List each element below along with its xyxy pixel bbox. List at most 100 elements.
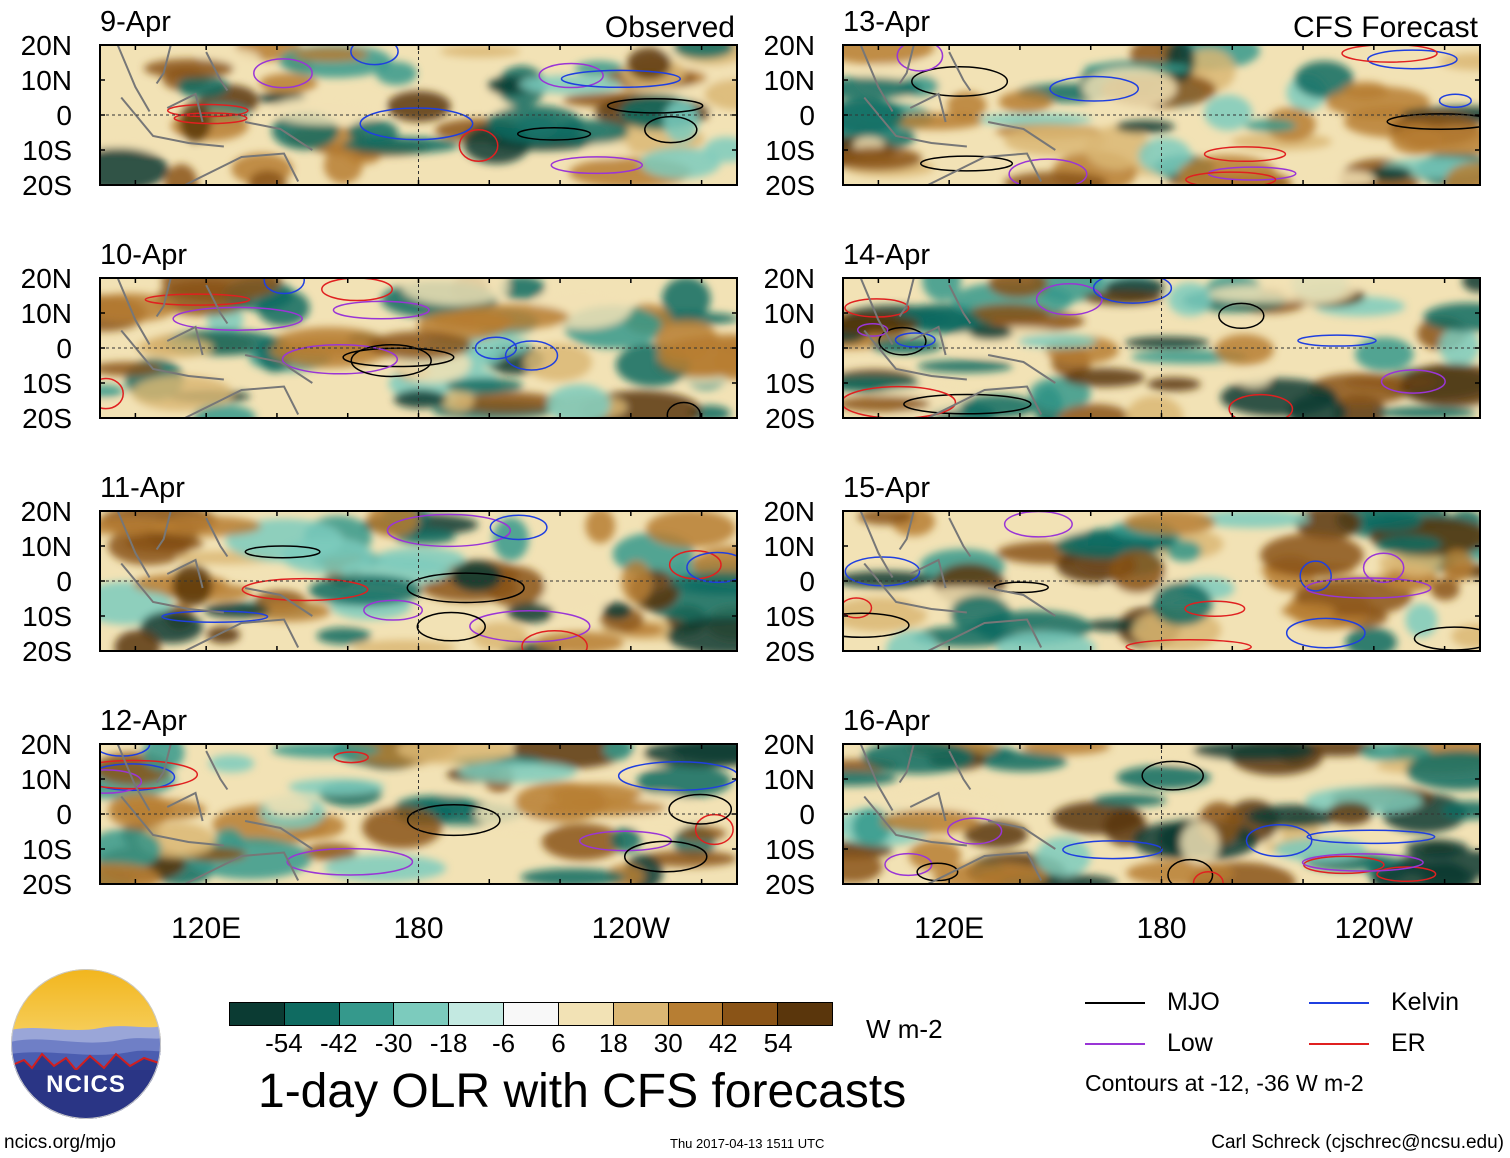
- y-tick-label: 10N: [764, 65, 815, 96]
- anomaly-blob: [323, 147, 363, 184]
- y-tick-label: 10S: [22, 834, 72, 865]
- anomaly-blobs: [843, 278, 1480, 418]
- map-panel: 20N 10N 0 10S 20S 13-Apr CFS Forecast: [764, 6, 1481, 201]
- colorbar-tick: 54: [763, 1028, 793, 1058]
- contour-line: [253, 58, 313, 89]
- olr-anomaly-field: [843, 744, 1480, 884]
- anomaly-blob: [1115, 120, 1175, 134]
- timestamp: Thu 2017-04-13 1511 UTC: [670, 1136, 825, 1151]
- y-tick-label: 10N: [21, 298, 72, 329]
- contour-line: [1245, 824, 1313, 858]
- panel-date: 13-Apr: [843, 6, 930, 38]
- anomaly-blob: [889, 112, 983, 130]
- contour-line: [903, 393, 1032, 415]
- y-tick-label: 20S: [22, 869, 72, 900]
- anomaly-blob: [1451, 623, 1480, 649]
- y-tick-label: 20N: [21, 729, 72, 760]
- x-tick-label: 180: [393, 912, 443, 945]
- anomaly-blob: [661, 278, 711, 321]
- anomaly-blob: [1247, 804, 1337, 829]
- anomaly-blob: [908, 840, 962, 872]
- contour-line: [686, 551, 737, 584]
- anomaly-blob: [626, 47, 672, 81]
- colorbar-swatch: [449, 1003, 505, 1025]
- contour-line: [1386, 113, 1480, 130]
- contour-line: [1413, 626, 1480, 651]
- contour-line: [1306, 829, 1436, 845]
- anomaly-blob: [1204, 94, 1253, 131]
- contour-line: [911, 66, 1009, 97]
- anomaly-blob: [671, 744, 737, 763]
- olr-anomaly-field: [843, 278, 1480, 418]
- colorbar-tick: 30: [653, 1028, 683, 1058]
- anomaly-blob: [666, 616, 737, 651]
- anomaly-blob: [266, 796, 313, 817]
- anomaly-blob: [843, 146, 923, 171]
- contour-line: [946, 817, 1003, 845]
- anomaly-blob: [1360, 512, 1423, 533]
- contour-line: [1285, 617, 1366, 649]
- contour-line: [406, 572, 525, 604]
- author-credit: Carl Schreck (cjschrec@ncsu.edu): [1211, 1132, 1504, 1153]
- anomaly-blob: [843, 97, 905, 134]
- colorbar-tick: 18: [598, 1028, 628, 1058]
- contour-line: [878, 326, 927, 356]
- contour-line: [896, 45, 944, 72]
- y-tick-label: 10N: [764, 298, 815, 329]
- contour-line: [538, 62, 604, 89]
- y-tick-label: 10S: [765, 368, 815, 399]
- contour-line: [916, 862, 959, 882]
- colorbar-tick: -42: [320, 1028, 358, 1058]
- anomaly-blob: [100, 401, 132, 418]
- y-tick-label: 0: [56, 333, 72, 364]
- map-panel: 20N 10N 0 10S 20S 10-Apr: [21, 239, 738, 434]
- anomaly-blob: [1245, 119, 1297, 133]
- colorbar-tick: -18: [429, 1028, 468, 1058]
- anomaly-blob: [451, 560, 502, 592]
- contour-line: [560, 69, 682, 89]
- anomaly-blob: [1093, 793, 1167, 807]
- panel-date: 10-Apr: [100, 239, 187, 271]
- anomaly-blob: [586, 139, 630, 160]
- contour-line: [884, 852, 933, 877]
- legend-label-mjo: MJO: [1167, 988, 1220, 1016]
- anomaly-blob: [1022, 744, 1111, 755]
- contour-line: [1218, 302, 1265, 330]
- y-tick-label: 20N: [21, 496, 72, 527]
- y-tick-label: 10N: [21, 764, 72, 795]
- contour-line: [263, 278, 306, 295]
- anomaly-blob: [843, 770, 898, 787]
- map-panel: 20N 10N 0 10S 20S 12-Apr 120E 180 120W: [21, 705, 738, 945]
- x-tick-label: 180: [1136, 912, 1186, 945]
- colorbar-swatch: [284, 1003, 340, 1025]
- anomaly-blob: [946, 91, 987, 120]
- anomaly-blob: [1017, 334, 1097, 349]
- contour-line: [469, 609, 591, 643]
- anomaly-blob: [518, 75, 622, 94]
- website-link[interactable]: ncics.org/mjo: [4, 1132, 116, 1153]
- anomaly-blob: [843, 851, 883, 883]
- anomaly-blob: [259, 73, 318, 94]
- anomaly-blob: [1441, 549, 1474, 583]
- contour-line: [406, 804, 501, 837]
- contour-line: [244, 545, 321, 559]
- anomaly-blob: [922, 278, 962, 302]
- anomaly-blob: [431, 310, 514, 330]
- contour-line: [1184, 600, 1246, 618]
- anomaly-blob: [1166, 540, 1202, 562]
- anomaly-blob: [304, 843, 357, 861]
- y-tick-label: 0: [799, 799, 815, 830]
- anomaly-blob: [1180, 821, 1220, 865]
- anomaly-blobs: [100, 511, 737, 651]
- x-tick-label: 120E: [914, 912, 984, 945]
- anomaly-blob: [1147, 377, 1201, 392]
- anomaly-blob: [179, 101, 212, 143]
- colorbar-units: W m-2: [866, 1014, 943, 1044]
- contour-line: [919, 155, 1014, 172]
- anomaly-blob: [293, 47, 369, 62]
- colorbar-swatch: [613, 1003, 669, 1025]
- y-tick-label: 20S: [22, 170, 72, 201]
- anomaly-blob: [585, 511, 616, 544]
- map-panel: 20N 10N 0 10S 20S 16-Apr 120E 180 120W: [764, 705, 1481, 945]
- anomaly-blob: [917, 359, 1013, 373]
